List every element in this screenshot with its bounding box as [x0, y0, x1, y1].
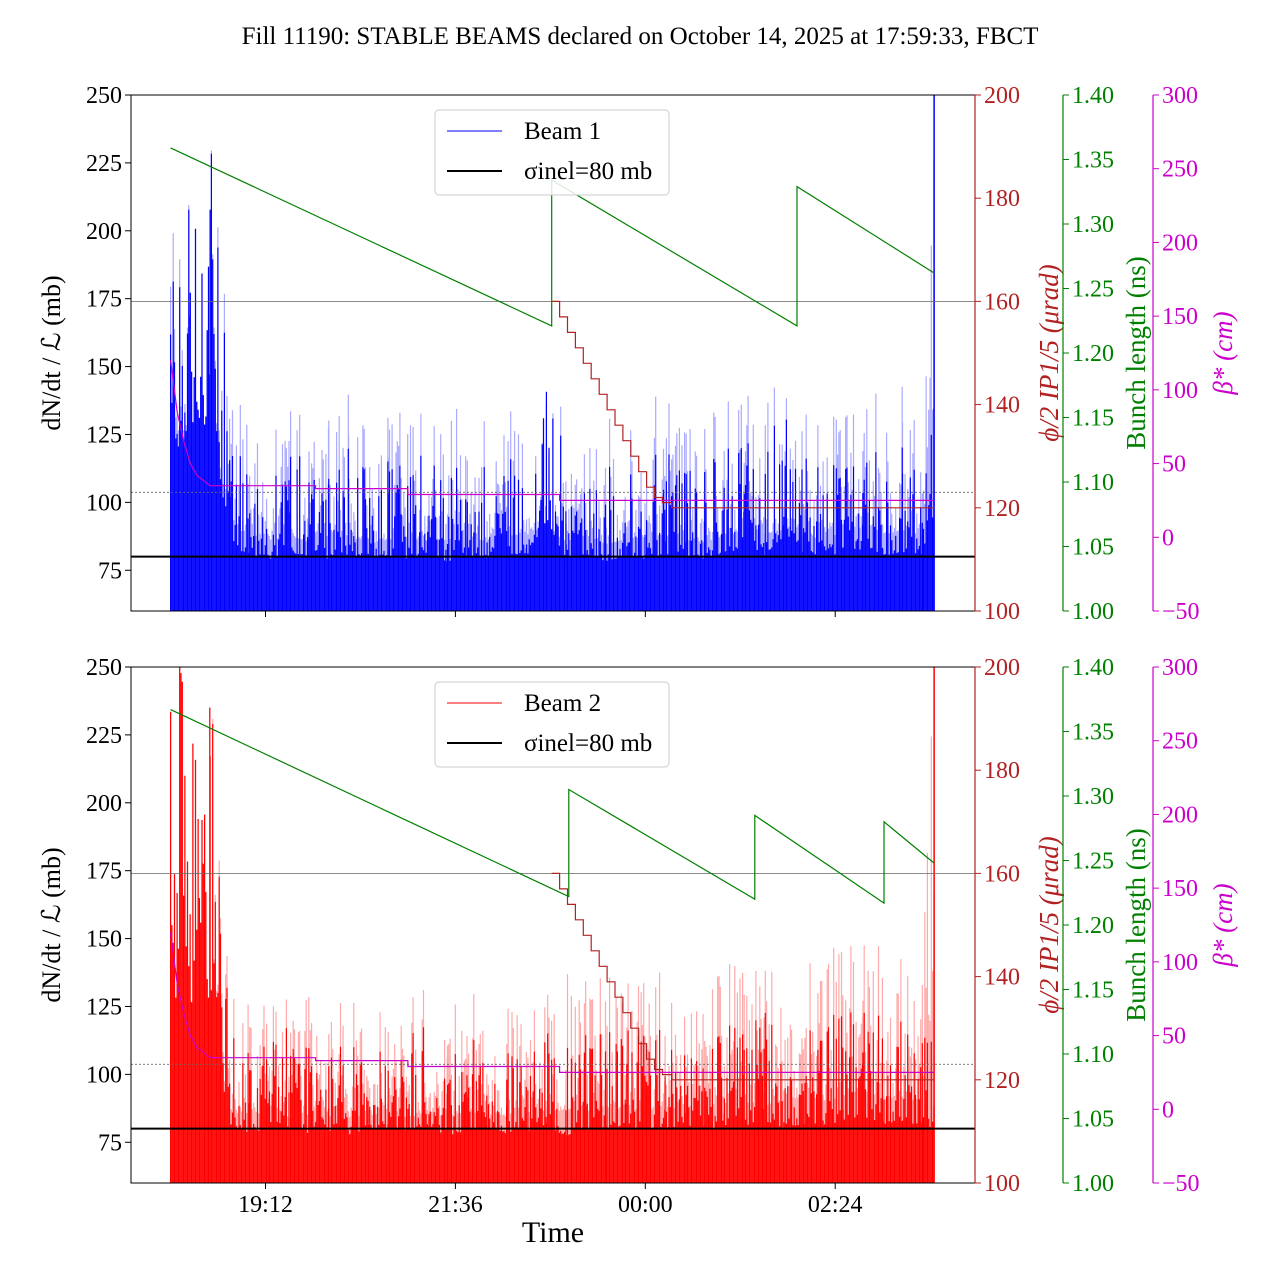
legend-label-sigma: σinel=80 mb: [524, 158, 652, 185]
left-tick-label: 150: [86, 927, 122, 953]
legend-label-beam: Beam 1: [524, 118, 601, 145]
beta-tick-label: 0: [1162, 525, 1174, 551]
panel-bottom: 75 100 125 150 175 200 225 250 dN/dt / ℒ (mb) 100…: [37, 655, 1238, 1218]
bunch-tick-label: 1.40: [1072, 655, 1114, 681]
left-tick-label: 200: [86, 791, 122, 817]
bunch-tick-label: 1.20: [1072, 341, 1114, 367]
bunch-axis-label: Bunch length (ns): [1121, 256, 1151, 449]
bunch-tick-label: 1.00: [1072, 1171, 1114, 1197]
left-tick-label: 175: [86, 859, 122, 885]
angle-axis-label: ϕ/2 IP1/5 (μrad): [1034, 836, 1064, 1014]
beta-tick-label: 50: [1162, 452, 1186, 478]
beta-star-series-top: [170, 360, 935, 501]
left-tick-label: 200: [86, 219, 122, 245]
bunch-tick-label: 1.15: [1072, 978, 1114, 1004]
angle-tick-label: 200: [984, 655, 1020, 681]
legend: Beam 1 σinel=80 mb: [434, 109, 670, 196]
bunch-tick-label: 1.10: [1072, 470, 1114, 496]
left-tick-label: 175: [86, 287, 122, 313]
legend: Beam 2 σinel=80 mb: [434, 681, 670, 768]
left-axis-label: dN/dt / ℒ (mb): [37, 847, 66, 1002]
legend-label-beam: Beam 2: [524, 690, 601, 717]
beta-tick-label: 250: [1162, 729, 1198, 755]
bunch-tick-label: 1.25: [1072, 277, 1114, 303]
x-axis-label: Time: [522, 1216, 584, 1249]
left-tick-label: 125: [86, 422, 122, 448]
bunch-tick-label: 1.30: [1072, 212, 1114, 238]
bunch-length-series-bottom: [170, 709, 935, 905]
angle-tick-label: 180: [984, 758, 1020, 784]
beta-tick-label: 0: [1162, 1097, 1174, 1123]
bunch-tick-label: 1.30: [1072, 784, 1114, 810]
angle-tick-label: 100: [984, 599, 1020, 625]
angle-axis-label: ϕ/2 IP1/5 (μrad): [1034, 264, 1064, 442]
left-axis-label: dN/dt / ℒ (mb): [37, 275, 66, 430]
angle-tick-label: 120: [984, 1068, 1020, 1094]
left-tick-label: 125: [86, 994, 122, 1020]
angle-tick-label: 140: [984, 393, 1020, 419]
bunch-tick-label: 1.20: [1072, 913, 1114, 939]
chart-title: Fill 11190: STABLE BEAMS declared on Oct…: [242, 23, 1039, 50]
angle-tick-label: 160: [984, 289, 1020, 315]
beta-axis-label: β* (cm): [1208, 311, 1238, 395]
x-tick-label: 19:12: [238, 1192, 293, 1218]
panel-top: 75 100 125 150 175 200 225 250 dN/dt / ℒ (mb) 100…: [37, 83, 1238, 625]
bunch-tick-label: 1.05: [1072, 1107, 1114, 1133]
left-tick-label: 250: [86, 655, 122, 681]
bunch-tick-label: 1.00: [1072, 599, 1114, 625]
bunch-tick-label: 1.35: [1072, 148, 1114, 174]
beta-tick-label: 100: [1162, 378, 1198, 404]
x-tick-label: 00:00: [618, 1192, 673, 1218]
beta-tick-label: 150: [1162, 876, 1198, 902]
bunch-axis-label: Bunch length (ns): [1121, 828, 1151, 1021]
crossing-angle-series-top: [551, 300, 935, 509]
angle-tick-label: 200: [984, 83, 1020, 109]
beta-star-series-bottom: [170, 932, 935, 1074]
bunch-tick-label: 1.10: [1072, 1042, 1114, 1068]
crossing-angle-series-bottom: [551, 872, 935, 1081]
angle-tick-label: 100: [984, 1171, 1020, 1197]
left-tick-label: 250: [86, 83, 122, 109]
beta-tick-label: 50: [1162, 1024, 1186, 1050]
left-tick-label: 100: [86, 1062, 122, 1088]
left-tick-label: 100: [86, 490, 122, 516]
left-tick-label: 75: [98, 1130, 122, 1156]
beta-tick-label: 100: [1162, 950, 1198, 976]
angle-tick-label: 180: [984, 186, 1020, 212]
beta-tick-label: 200: [1162, 230, 1198, 256]
bunch-tick-label: 1.40: [1072, 83, 1114, 109]
bunch-tick-label: 1.15: [1072, 406, 1114, 432]
x-tick-label: 02:24: [808, 1192, 863, 1218]
plot-area: [131, 95, 975, 611]
left-tick-label: 225: [86, 723, 122, 749]
left-tick-label: 225: [86, 151, 122, 177]
bunch-length-series-top: [170, 147, 935, 327]
bunch-tick-label: 1.35: [1072, 720, 1114, 746]
beta-axis-label: β* (cm): [1208, 883, 1238, 967]
plot-area: [131, 667, 975, 1183]
beta-tick-label: 150: [1162, 304, 1198, 330]
left-tick-label: 150: [86, 355, 122, 381]
angle-tick-label: 120: [984, 496, 1020, 522]
angle-tick-label: 140: [984, 965, 1020, 991]
x-tick-label: 21:36: [428, 1192, 483, 1218]
bunch-tick-label: 1.25: [1072, 849, 1114, 875]
legend-label-sigma: σinel=80 mb: [524, 730, 652, 757]
bunch-tick-label: 1.05: [1072, 535, 1114, 561]
beta-tick-label: 300: [1162, 83, 1198, 109]
left-tick-label: 75: [98, 558, 122, 584]
beta-tick-label: 300: [1162, 655, 1198, 681]
angle-tick-label: 160: [984, 861, 1020, 887]
beta-tick-label: −50: [1162, 599, 1200, 625]
beta-tick-label: −50: [1162, 1171, 1200, 1197]
beta-tick-label: 250: [1162, 157, 1198, 183]
beta-tick-label: 200: [1162, 802, 1198, 828]
